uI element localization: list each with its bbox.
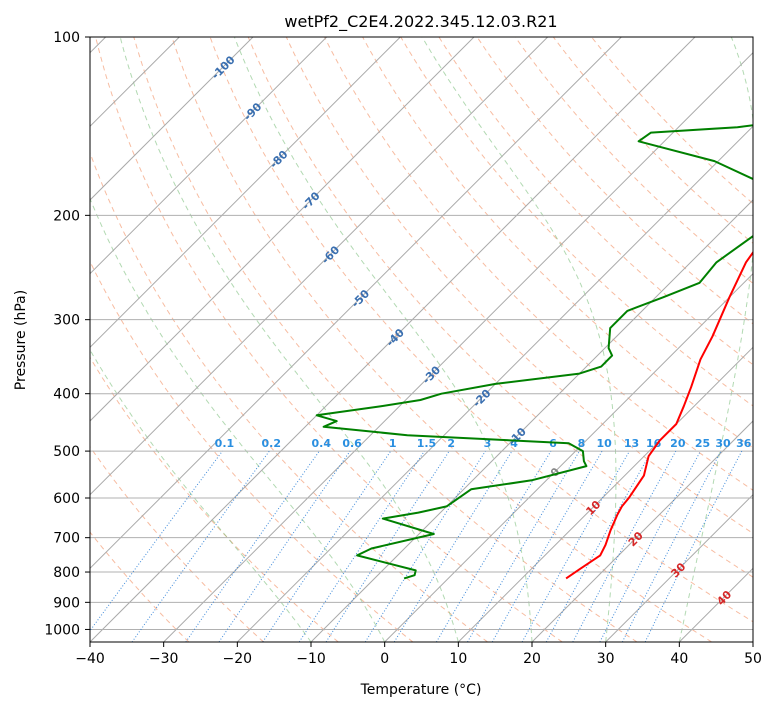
y-tick-label: 900 bbox=[53, 595, 80, 611]
dry-adiabat bbox=[362, 37, 753, 449]
isotherm-line bbox=[90, 37, 475, 422]
mixing-ratio-line bbox=[393, 450, 513, 642]
dry-adiabat bbox=[514, 37, 753, 285]
mixing-ratio-label: 0.1 bbox=[215, 437, 235, 450]
mixing-ratio-label: 10 bbox=[596, 437, 612, 450]
y-tick-label: 800 bbox=[53, 565, 80, 581]
isotherm-line bbox=[236, 125, 753, 642]
y-tick-label: 500 bbox=[53, 444, 80, 460]
moist-adiabat bbox=[119, 37, 459, 642]
mixing-ratio-line bbox=[364, 450, 486, 642]
mixing-ratio-line bbox=[298, 450, 425, 642]
mixing-ratio-line bbox=[90, 450, 223, 632]
dry-adiabat bbox=[95, 37, 563, 642]
mixing-ratio-label: 1 bbox=[389, 437, 397, 450]
mixing-ratio-line bbox=[131, 450, 270, 642]
x-tick-label: 20 bbox=[523, 651, 541, 667]
mixing-ratio-label: 1.5 bbox=[417, 437, 437, 450]
chart-title: wetPf2_C2E4.2022.345.12.03.R21 bbox=[284, 12, 557, 32]
mixing-ratio-line bbox=[262, 450, 392, 642]
isotherm-line bbox=[531, 420, 753, 642]
mixing-ratio-label: 3 bbox=[484, 437, 492, 450]
x-tick-label: 0 bbox=[380, 651, 389, 667]
dry-adiabat bbox=[400, 37, 753, 407]
moist-adiabat bbox=[90, 349, 312, 642]
isotherm-line bbox=[90, 37, 328, 275]
isotherm-line bbox=[90, 37, 254, 201]
y-tick-label: 1000 bbox=[44, 622, 80, 638]
dewpoint-profile-line bbox=[315, 124, 753, 580]
y-tick-label: 200 bbox=[53, 208, 80, 224]
axes: −40 −30 −20 −10 0 10 20 30 40 5010020030040050060… bbox=[44, 30, 762, 667]
plot-frame bbox=[89, 36, 754, 643]
temperature-profile-line bbox=[565, 250, 753, 580]
x-tick-label: 30 bbox=[597, 651, 615, 667]
dry-adiabat bbox=[133, 37, 638, 642]
mixing-ratio-label: 36 bbox=[736, 437, 752, 450]
mixing-ratio-label: 2 bbox=[447, 437, 455, 450]
mixing-ratio-label: 4 bbox=[510, 437, 518, 450]
mixing-ratio-line bbox=[599, 450, 701, 642]
x-tick-label: −40 bbox=[75, 651, 105, 667]
x-tick-label: 40 bbox=[670, 651, 688, 667]
dry-adiabat bbox=[247, 37, 753, 578]
y-tick-label: 300 bbox=[53, 313, 80, 329]
y-tick-label: 100 bbox=[53, 30, 80, 46]
mixing-ratio-label: 30 bbox=[715, 437, 731, 450]
x-tick-label: −30 bbox=[149, 651, 179, 667]
dry-adiabat bbox=[90, 445, 264, 642]
mixing-ratio-line bbox=[545, 450, 653, 642]
mixing-ratio-label: 0.6 bbox=[342, 437, 362, 450]
dry-adiabat bbox=[285, 37, 753, 534]
x-axis-label: Temperature (°C) bbox=[360, 682, 482, 698]
mixing-ratio-line bbox=[467, 450, 580, 642]
dry-adiabat bbox=[90, 531, 190, 642]
isotherm-line bbox=[457, 346, 753, 642]
isotherm-line bbox=[605, 493, 753, 642]
x-tick-label: 10 bbox=[449, 651, 467, 667]
mixing-ratio-label: 0.4 bbox=[312, 437, 332, 450]
mixing-ratio-line bbox=[435, 450, 552, 642]
dry-adiabat bbox=[90, 356, 339, 642]
isotherm-line bbox=[90, 37, 401, 349]
moist-adiabat bbox=[90, 197, 386, 642]
mixing-ratio-label: 20 bbox=[670, 437, 686, 450]
y-axis-label: Pressure (hPa) bbox=[13, 290, 29, 390]
mixing-ratio-line bbox=[621, 450, 722, 642]
x-tick-label: −20 bbox=[223, 651, 253, 667]
x-tick-label: −10 bbox=[296, 651, 326, 667]
mixing-ratio-label: 16 bbox=[646, 437, 662, 450]
dry-adiabat bbox=[171, 37, 712, 642]
isotherm-line bbox=[90, 37, 549, 496]
isotherm-line bbox=[90, 37, 622, 570]
mixing-ratio-line bbox=[325, 450, 450, 642]
x-tick-label: 50 bbox=[744, 651, 762, 667]
dry-adiabat bbox=[209, 37, 753, 623]
isotherm-line bbox=[90, 37, 696, 642]
mixing-ratio-label: 25 bbox=[695, 437, 710, 450]
plot-foreground bbox=[315, 124, 753, 580]
mixing-ratio-label: 0.2 bbox=[262, 437, 282, 450]
mixing-ratio-label: 6 bbox=[549, 437, 557, 450]
mixing-ratio-line bbox=[644, 450, 743, 642]
y-tick-label: 400 bbox=[53, 387, 80, 403]
dry-adiabat bbox=[90, 151, 488, 642]
y-tick-label: 600 bbox=[53, 491, 80, 507]
isotherm-line bbox=[384, 272, 753, 642]
isotherm-line bbox=[310, 199, 753, 642]
moist-adiabat bbox=[421, 37, 617, 642]
mixing-ratio-label: 8 bbox=[578, 437, 586, 450]
mixing-ratio-label: 13 bbox=[624, 437, 639, 450]
y-tick-label: 700 bbox=[53, 531, 80, 547]
isotherm-line bbox=[163, 51, 753, 642]
